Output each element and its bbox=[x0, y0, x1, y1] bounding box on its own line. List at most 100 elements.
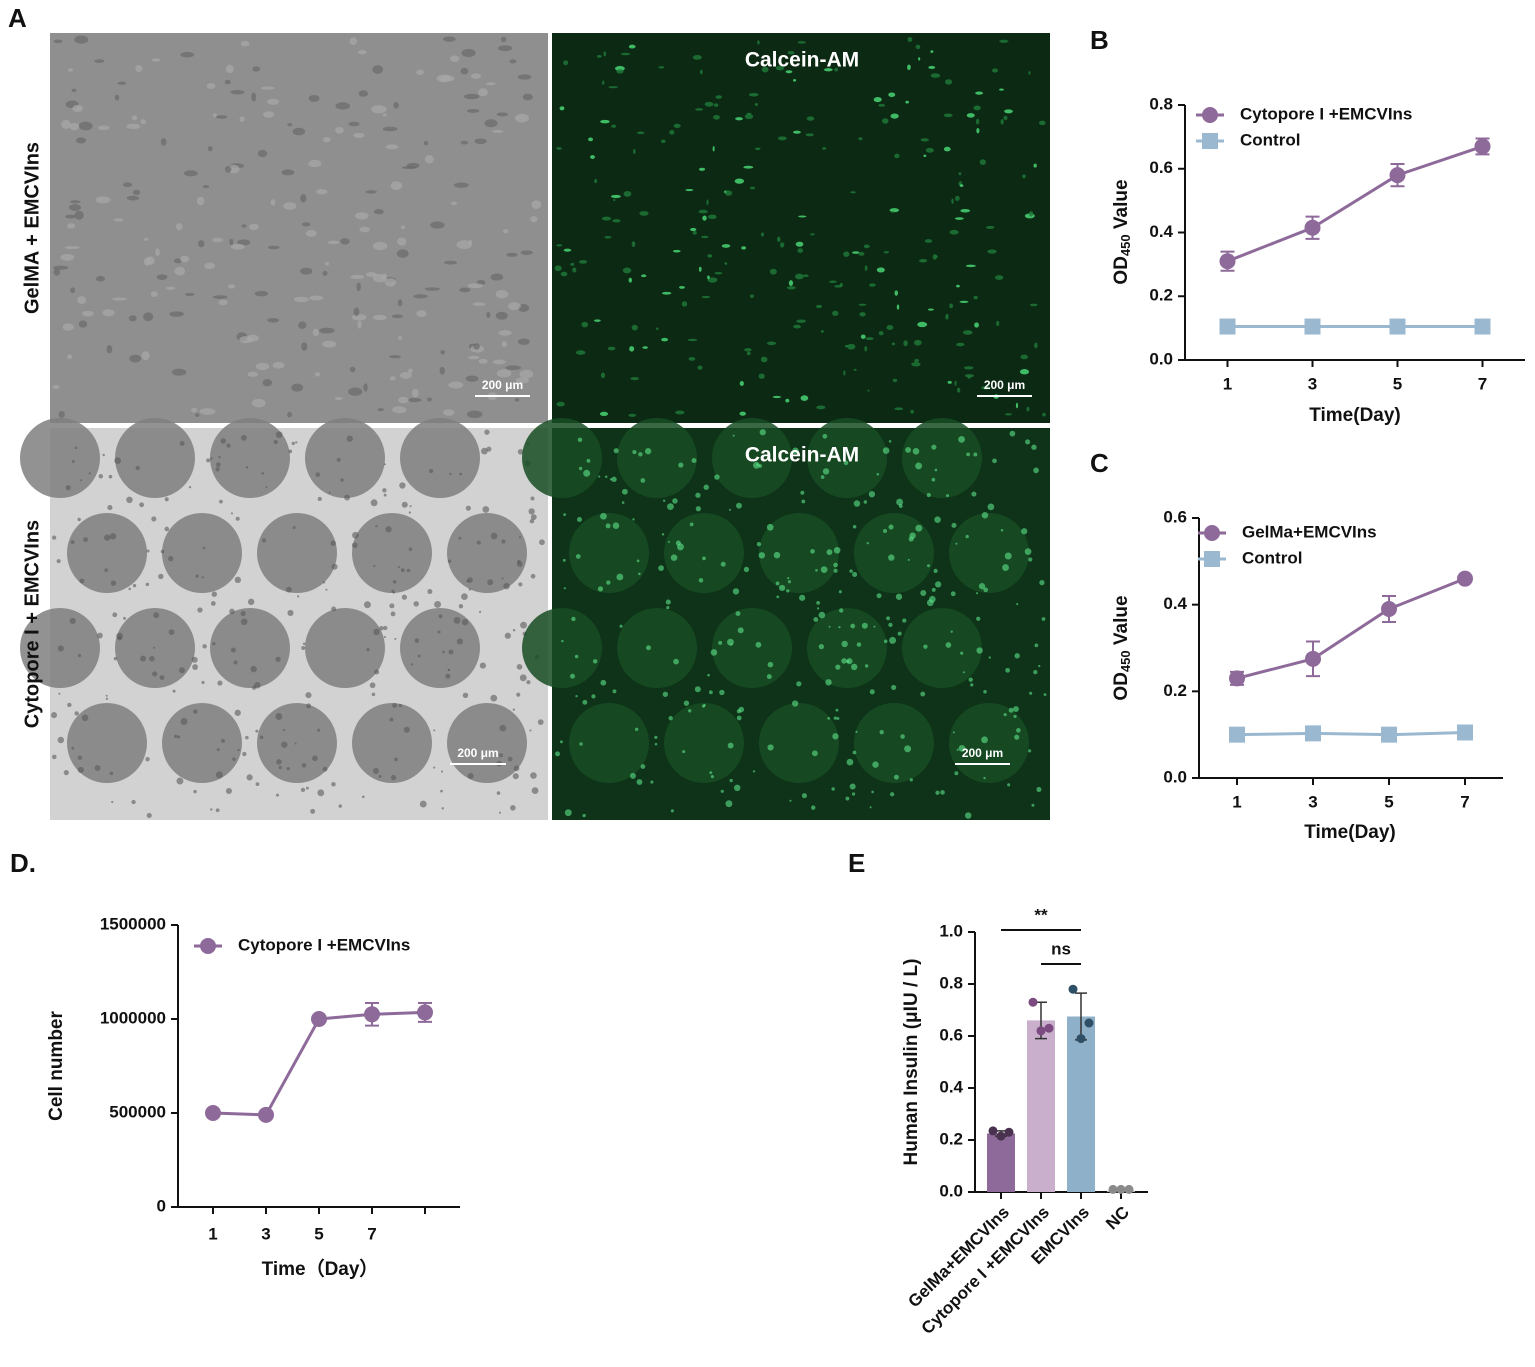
cell bbox=[515, 113, 529, 123]
data-point bbox=[311, 1011, 327, 1027]
microcarrier bbox=[210, 418, 290, 498]
cell bbox=[799, 594, 806, 601]
cell bbox=[292, 525, 296, 530]
cell bbox=[856, 642, 862, 647]
cell bbox=[876, 267, 885, 273]
cell bbox=[506, 252, 518, 257]
cell bbox=[699, 69, 703, 75]
cell bbox=[211, 591, 217, 597]
cell bbox=[417, 654, 421, 658]
data-point bbox=[205, 1105, 221, 1121]
cell bbox=[983, 776, 986, 780]
cell bbox=[638, 572, 641, 576]
cell bbox=[501, 577, 504, 580]
cell bbox=[735, 611, 741, 617]
cell bbox=[930, 50, 934, 54]
cell bbox=[109, 533, 117, 540]
cell bbox=[168, 629, 175, 635]
cell bbox=[499, 724, 507, 732]
cell bbox=[769, 268, 777, 275]
cell bbox=[575, 554, 581, 559]
cell bbox=[224, 79, 231, 85]
cell bbox=[450, 55, 460, 62]
cell bbox=[758, 373, 765, 379]
cell bbox=[150, 291, 158, 297]
x-tick-label: 3 bbox=[1308, 792, 1317, 811]
cell bbox=[74, 446, 78, 450]
cell bbox=[890, 113, 899, 119]
cell bbox=[560, 271, 568, 277]
cell bbox=[927, 308, 934, 311]
cell bbox=[288, 449, 293, 454]
cell bbox=[349, 366, 356, 373]
cell bbox=[833, 568, 838, 573]
cell bbox=[378, 775, 382, 778]
cell bbox=[775, 65, 785, 71]
cell bbox=[201, 680, 205, 685]
cell bbox=[810, 549, 815, 554]
x-tick-label: 3 bbox=[1308, 374, 1317, 393]
cell bbox=[978, 583, 986, 590]
cell bbox=[888, 524, 894, 530]
cell bbox=[440, 789, 443, 793]
cell bbox=[67, 702, 72, 708]
cell bbox=[396, 249, 409, 258]
y-label-main: OD bbox=[1111, 256, 1132, 285]
cell bbox=[385, 144, 399, 150]
cell bbox=[793, 130, 801, 134]
image-bg bbox=[50, 33, 548, 423]
cell bbox=[308, 159, 322, 168]
cell bbox=[604, 235, 612, 239]
cell bbox=[322, 137, 331, 143]
cell bbox=[986, 225, 995, 229]
cell bbox=[773, 551, 781, 559]
cell bbox=[273, 439, 278, 445]
cell bbox=[909, 532, 916, 539]
cell bbox=[555, 751, 560, 757]
cell bbox=[294, 742, 297, 745]
cell bbox=[80, 479, 83, 482]
cell bbox=[760, 356, 768, 363]
cell bbox=[247, 371, 259, 377]
cell bbox=[517, 449, 524, 455]
cell bbox=[331, 782, 336, 787]
cell bbox=[171, 368, 187, 376]
bar bbox=[1067, 1016, 1095, 1192]
microcarrier bbox=[569, 703, 649, 783]
microcarrier bbox=[807, 608, 887, 688]
x-axis-label: Time(Day) bbox=[1304, 822, 1396, 843]
data-point bbox=[1457, 570, 1473, 587]
microcarrier bbox=[949, 703, 1029, 783]
cell bbox=[839, 282, 843, 287]
cell bbox=[605, 523, 611, 529]
cell bbox=[949, 229, 959, 235]
cell bbox=[836, 717, 840, 720]
cell bbox=[476, 540, 481, 545]
y-axis-label: Cell number bbox=[46, 1011, 67, 1121]
microcarrier bbox=[257, 513, 337, 593]
cell bbox=[833, 716, 837, 720]
cell bbox=[615, 66, 625, 71]
cell bbox=[151, 516, 157, 522]
cell bbox=[923, 154, 927, 158]
cell bbox=[847, 343, 856, 350]
cell bbox=[750, 294, 754, 298]
cell bbox=[791, 700, 799, 707]
cell bbox=[123, 616, 127, 620]
cell bbox=[992, 458, 997, 464]
cell bbox=[1002, 564, 1009, 571]
cell bbox=[111, 800, 114, 804]
cell bbox=[300, 194, 307, 203]
cell bbox=[164, 497, 169, 502]
cell bbox=[822, 147, 827, 150]
cell bbox=[786, 589, 790, 593]
cell bbox=[891, 210, 895, 214]
cell bbox=[612, 219, 621, 223]
cell bbox=[957, 387, 961, 393]
cell bbox=[886, 616, 891, 621]
cell bbox=[633, 149, 636, 154]
cell bbox=[461, 48, 476, 58]
cell bbox=[579, 742, 583, 746]
cell bbox=[180, 718, 188, 726]
cell bbox=[160, 549, 165, 554]
